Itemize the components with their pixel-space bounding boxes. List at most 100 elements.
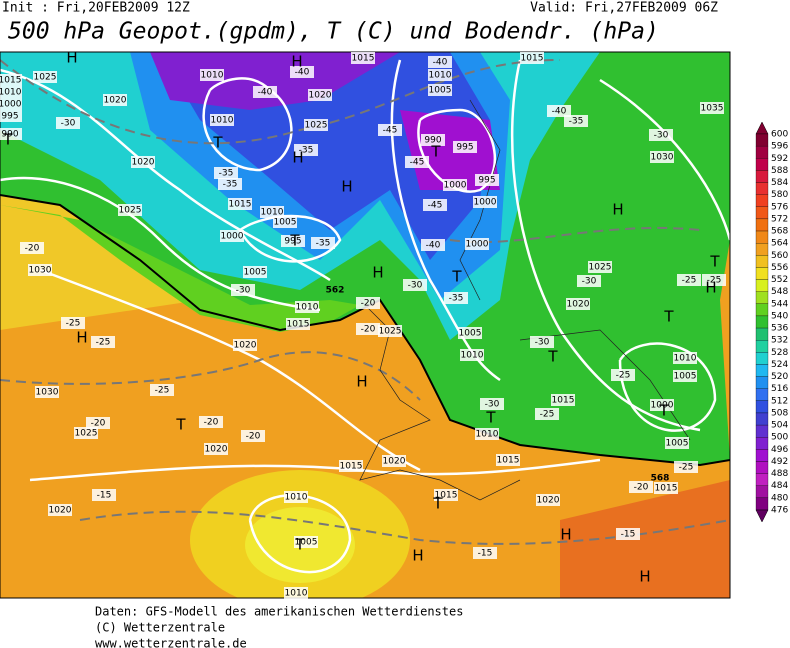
temperature-label: -20 xyxy=(634,483,649,493)
temperature-label: -35 xyxy=(569,117,584,127)
label-box xyxy=(443,179,467,191)
label-box xyxy=(91,336,115,348)
label-box xyxy=(616,528,640,540)
color-bar-cap xyxy=(755,509,769,523)
color-bar-step xyxy=(755,388,769,401)
temperature-label: -25 xyxy=(540,410,555,420)
label-box xyxy=(480,398,504,410)
temperature-label: -25 xyxy=(682,276,697,286)
isobar-label: 990 xyxy=(424,136,441,146)
pressure-center: H xyxy=(639,568,650,586)
temperature-label: -30 xyxy=(236,286,251,296)
color-bar-step xyxy=(755,424,769,438)
isobar-label: 1025 xyxy=(379,327,402,337)
isobar-label: 1015 xyxy=(287,320,310,330)
label-box xyxy=(465,238,489,250)
label-box xyxy=(460,349,484,361)
label-box xyxy=(33,71,57,83)
label-box xyxy=(218,178,242,190)
color-bar-label: 508 xyxy=(771,408,788,418)
label-box xyxy=(200,69,224,81)
isobar-label: 995 xyxy=(284,237,301,247)
isobar-label: 1025 xyxy=(75,429,98,439)
color-bar-label: 592 xyxy=(771,154,788,164)
label-box xyxy=(0,98,22,110)
color-bar-label: 600 xyxy=(771,130,788,140)
isobar-label: 1005 xyxy=(295,538,318,548)
pressure-center: H xyxy=(705,279,716,297)
label-box xyxy=(286,318,310,330)
temperature-label: -30 xyxy=(61,119,76,129)
color-bar-step xyxy=(755,315,769,329)
temperature-label: -40 xyxy=(258,88,273,98)
label-box xyxy=(294,144,318,156)
label-box xyxy=(444,292,468,304)
pressure-center: T xyxy=(432,495,443,513)
color-bar-label: 504 xyxy=(771,421,788,431)
label-box xyxy=(405,156,429,168)
label-box xyxy=(665,437,689,449)
isobar-label: 1010 xyxy=(674,354,697,364)
pressure-center: H xyxy=(292,149,303,167)
isobar-label: 1015 xyxy=(435,491,458,501)
label-box xyxy=(281,235,305,247)
label-box xyxy=(547,105,571,117)
label-box xyxy=(475,428,499,440)
color-bar-label: 496 xyxy=(771,445,788,455)
label-box xyxy=(677,274,701,286)
temperature-label: -45 xyxy=(383,126,398,136)
height-label: 568 xyxy=(651,474,670,484)
color-bar-label: 548 xyxy=(771,287,788,297)
label-box xyxy=(233,339,257,351)
pressure-center: T xyxy=(175,416,186,434)
color-bar-label: 492 xyxy=(771,457,788,467)
footer-line: (C) Wetterzentrale xyxy=(95,621,225,635)
label-box xyxy=(473,196,497,208)
label-box xyxy=(103,94,127,106)
color-bar-step xyxy=(755,206,769,220)
pressure-center: T xyxy=(485,409,496,427)
label-box xyxy=(74,427,98,439)
temperature-label: -30 xyxy=(408,281,423,291)
pressure-center: H xyxy=(291,53,302,71)
temperature-label: -35 xyxy=(449,294,464,304)
pressure-center: T xyxy=(547,348,558,366)
color-bar-label: 572 xyxy=(771,214,788,224)
color-bar-step xyxy=(755,497,769,511)
pressure-center: H xyxy=(341,178,352,196)
footer-line: www.wetterzentrale.de xyxy=(95,637,247,648)
label-box xyxy=(131,156,155,168)
label-box xyxy=(702,274,726,286)
isobar-label: 1025 xyxy=(305,121,328,131)
isobar-label: 1020 xyxy=(537,496,560,506)
isobar-label: 1010 xyxy=(201,71,224,81)
color-bar-step xyxy=(755,182,769,195)
temperature-label: -20 xyxy=(361,325,376,335)
pressure-center: H xyxy=(412,547,423,565)
label-box xyxy=(535,408,559,420)
label-box xyxy=(0,74,22,86)
color-bar-label: 596 xyxy=(771,142,788,152)
label-box xyxy=(356,297,380,309)
label-box xyxy=(86,417,110,429)
label-box xyxy=(48,504,72,516)
color-bar-step xyxy=(755,230,769,244)
color-bar-label: 564 xyxy=(771,239,788,249)
label-box xyxy=(253,86,277,98)
color-bar-step xyxy=(755,340,769,353)
color-bar-step xyxy=(755,279,769,292)
isobar-label: 1005 xyxy=(429,86,452,96)
label-box xyxy=(530,336,554,348)
temperature-label: -45 xyxy=(410,158,425,168)
label-box xyxy=(0,86,22,98)
isobar-label: 1005 xyxy=(244,268,267,278)
color-bar-label: 584 xyxy=(771,178,788,188)
pressure-center: T xyxy=(294,536,305,554)
isobar-label: 1035 xyxy=(701,104,724,114)
label-box xyxy=(231,284,255,296)
label-box xyxy=(356,323,380,335)
label-box xyxy=(700,102,724,114)
label-box xyxy=(28,264,52,276)
label-box xyxy=(0,110,22,122)
